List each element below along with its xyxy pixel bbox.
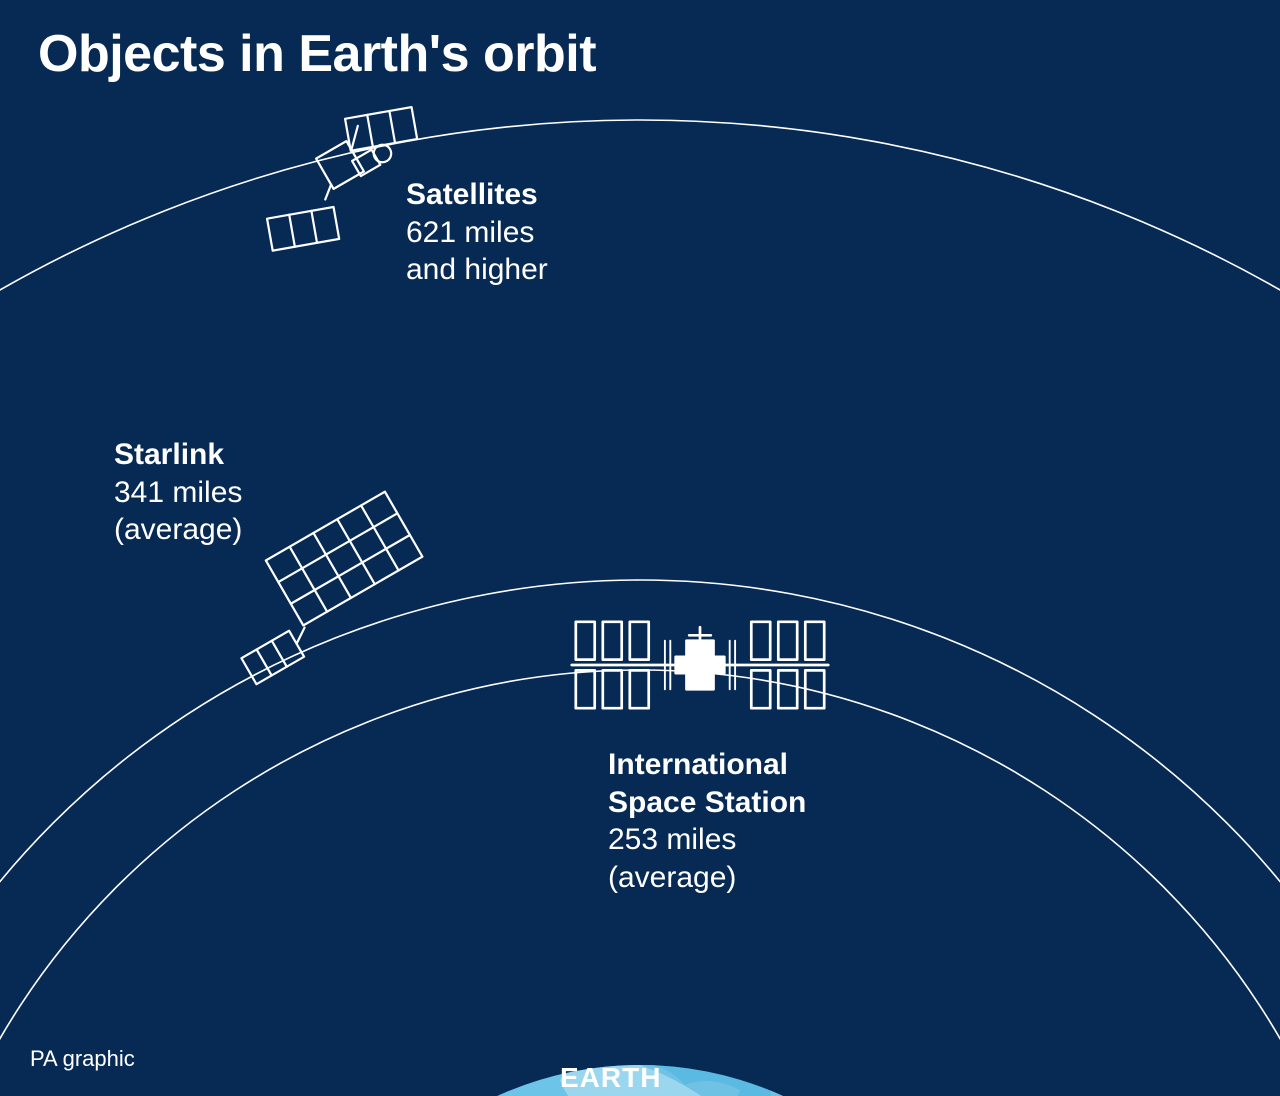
label-iss: International Space Station 253 miles (a…: [608, 746, 806, 896]
label-iss-name1: International: [608, 746, 806, 784]
label-satellites-line3: and higher: [406, 251, 548, 289]
label-starlink-line3: (average): [114, 511, 242, 549]
credit-text: PA graphic: [30, 1046, 135, 1072]
label-starlink-name: Starlink: [114, 436, 242, 474]
infographic-title: Objects in Earth's orbit: [38, 24, 596, 84]
label-satellites-line2: 621 miles: [406, 214, 548, 252]
label-iss-line3: (average): [608, 859, 806, 897]
label-satellites-name: Satellites: [406, 176, 548, 214]
label-iss-name2: Space Station: [608, 784, 806, 822]
label-satellites: Satellites 621 miles and higher: [406, 176, 548, 289]
label-starlink: Starlink 341 miles (average): [114, 436, 242, 549]
infographic-stage: Objects in Earth's orbit Satellites 621 …: [0, 0, 1280, 1096]
label-starlink-line2: 341 miles: [114, 474, 242, 512]
label-iss-line2: 253 miles: [608, 821, 806, 859]
earth-label: EARTH: [560, 1062, 661, 1094]
